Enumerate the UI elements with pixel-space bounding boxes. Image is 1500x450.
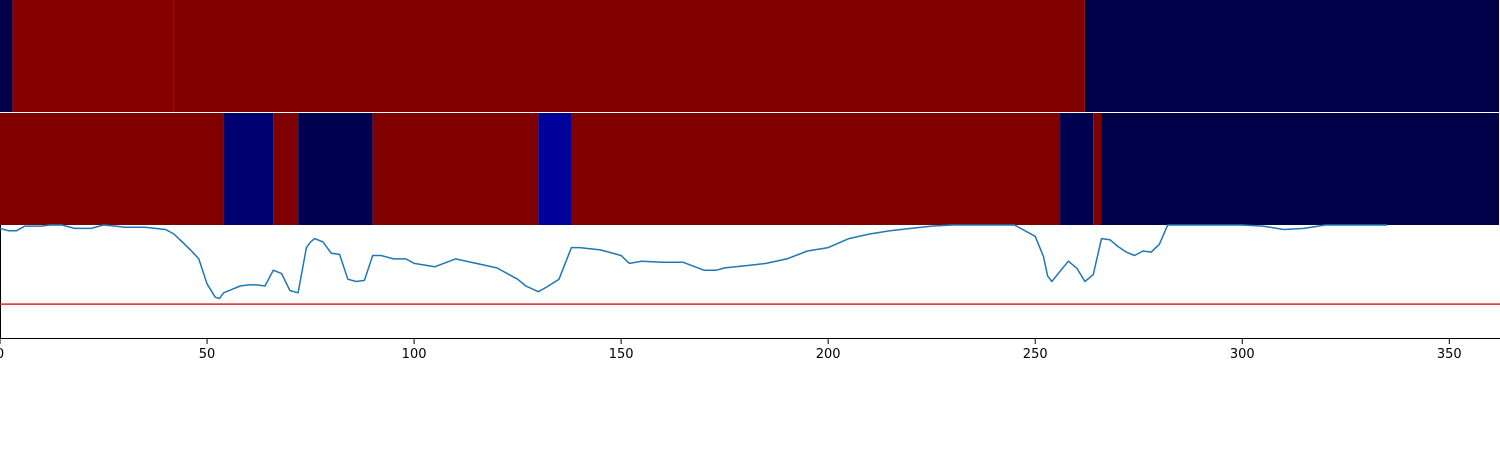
x-tick-label-350: 350 [1437,347,1462,362]
heatmap-row-2-segment-1 [0,113,224,225]
heatmap-row-2-segment-8 [1060,113,1094,225]
heatmap-row-2-segment-2 [223,113,274,225]
heatmap-row-2-segment-3 [273,113,299,225]
heatmap-row-1-segment-1 [0,0,13,112]
heatmap-row-2-segment-10 [1101,113,1499,225]
heatmap-row-2-segment-6 [538,113,572,225]
x-tick-label-250: 250 [1023,347,1048,362]
x-tick-label-200: 200 [816,347,841,362]
x-tick-label-300: 300 [1230,347,1255,362]
heatmap-row-2-segment-4 [298,113,373,225]
heatmap-row-1-segment-3 [173,0,1085,112]
x-tick-label-100: 100 [402,347,427,362]
x-tick-label-0: 0 [0,347,4,362]
heatmap-row-2-segment-5 [372,113,539,225]
heatmap-row-1-segment-2 [12,0,174,112]
x-tick-label-50: 50 [199,347,216,362]
x-tick-label-150: 150 [609,347,634,362]
heatmap-row-2-segment-7 [571,113,1061,225]
heatmap-row-2-segment-9 [1093,113,1102,225]
series-line-1 [0,224,1388,300]
heatmap-row-1-segment-4 [1084,0,1499,112]
